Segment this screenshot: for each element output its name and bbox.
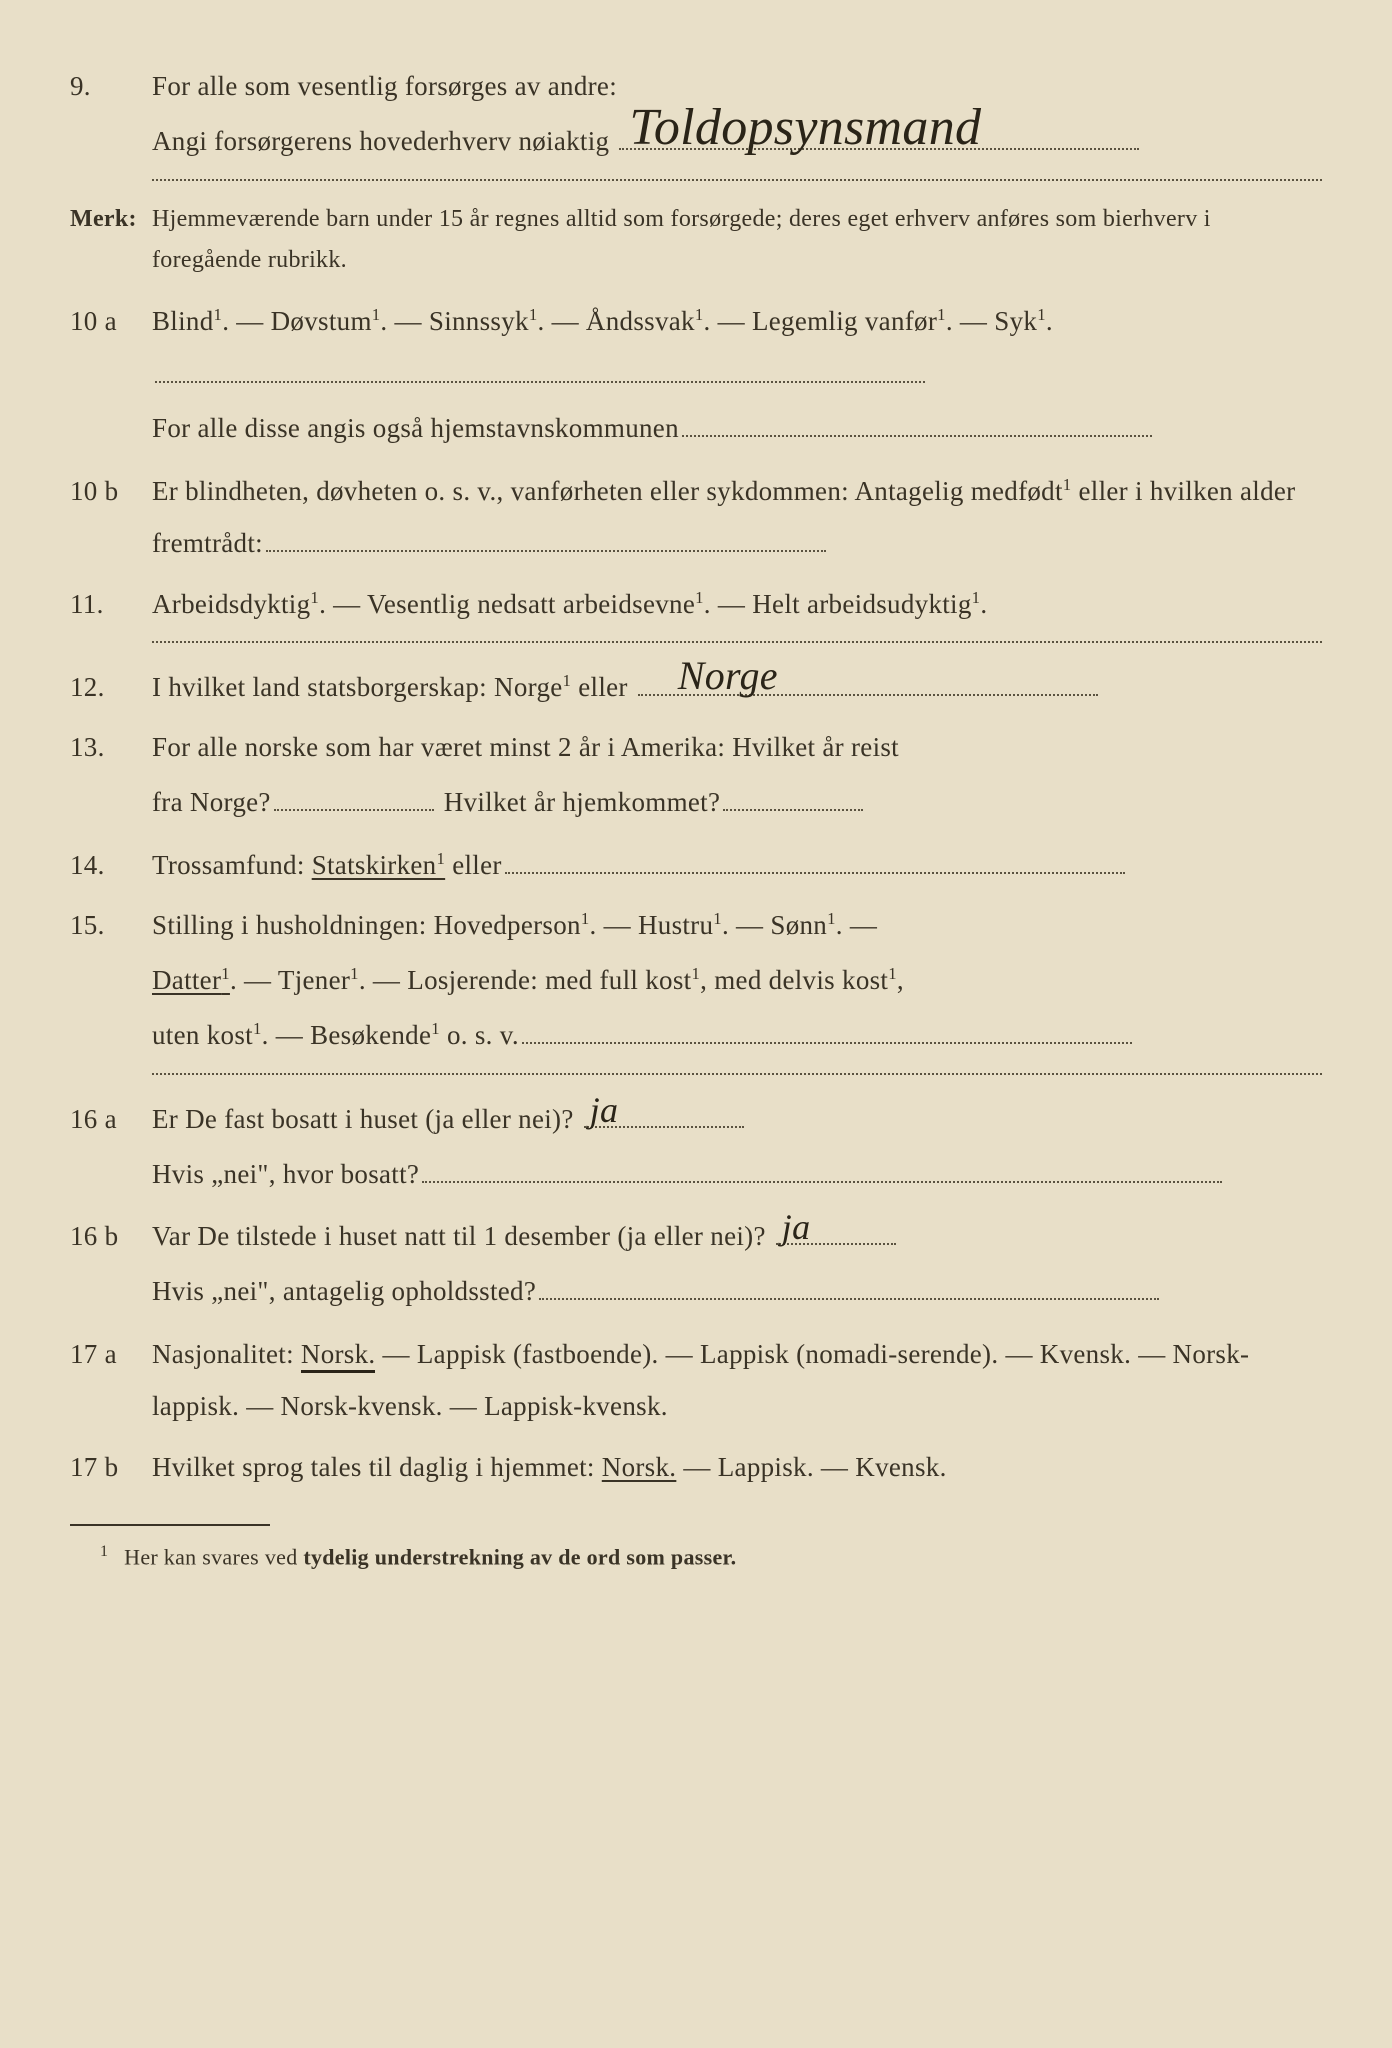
divider [152, 641, 1322, 643]
question-9: 9. For alle som vesentlig forsørges av a… [70, 60, 1322, 169]
q17b-content: Hvilket sprog tales til daglig i hjemmet… [152, 1441, 1322, 1494]
q15-line2: Datter1. — Tjener1. — Losjerende: med fu… [152, 954, 1322, 1007]
q16b-content: Var De tilstede i huset natt til 1 desem… [152, 1210, 1322, 1319]
question-11: 11. Arbeidsdyktig1. — Vesentlig nedsatt … [70, 578, 1322, 631]
footnote-bold: tydelig understrekning av de ord som pas… [303, 1544, 736, 1569]
question-12: 12. I hvilket land statsborgerskap: Norg… [70, 661, 1322, 714]
divider [152, 179, 1322, 181]
q12-answer-handwritten: Norge [678, 656, 778, 696]
q10b-content: Er blindheten, døvheten o. s. v., vanfør… [152, 465, 1322, 570]
q10a-blank2[interactable] [682, 410, 1152, 437]
q13-blank2[interactable] [723, 784, 863, 811]
q10a-content: Blind1. — Døvstum1. — Sinnssyk1. — Åndss… [152, 295, 1322, 457]
q16a-line2: Hvis „nei", hvor bosatt? [152, 1148, 1322, 1201]
q16a-line1: Er De fast bosatt i huset (ja eller nei)… [152, 1093, 1322, 1146]
q15-content: Stilling i husholdningen: Hovedperson1. … [152, 899, 1322, 1063]
footnote-number: 1 [100, 1543, 108, 1560]
q14-blank[interactable] [505, 847, 1125, 874]
q16a-blank1[interactable]: ja [584, 1101, 744, 1128]
q11-text: Arbeidsdyktig1. — Vesentlig nedsatt arbe… [152, 578, 1322, 631]
q16b-line2: Hvis „nei", antagelig opholdssted? [152, 1265, 1322, 1318]
question-16a: 16 a Er De fast bosatt i huset (ja eller… [70, 1093, 1322, 1202]
q15-blank[interactable] [522, 1017, 1132, 1044]
q14-number: 14. [70, 839, 152, 892]
q16a-answer-handwritten: ja [590, 1092, 619, 1128]
q16b-answer-handwritten: ja [782, 1209, 811, 1245]
q9-blank[interactable]: Toldopsynsmand [619, 123, 1139, 150]
q13-number: 13. [70, 721, 152, 830]
question-10b: 10 b Er blindheten, døvheten o. s. v., v… [70, 465, 1322, 570]
merk-note: Merk: Hjemmeværende barn under 15 år reg… [70, 199, 1322, 281]
q10a-line2: For alle disse angis også hjemstavnskomm… [152, 402, 1322, 455]
q9-line2: Angi forsørgerens hovederhverv nøiaktig … [152, 115, 1322, 168]
q13-line1: For alle norske som har været minst 2 år… [152, 721, 1322, 774]
q17a-number: 17 a [70, 1328, 152, 1433]
q10a-number: 10 a [70, 295, 152, 457]
question-13: 13. For alle norske som har været minst … [70, 721, 1322, 830]
q16b-line1: Var De tilstede i huset natt til 1 desem… [152, 1210, 1322, 1263]
q10b-blank[interactable] [266, 525, 826, 552]
question-15: 15. Stilling i husholdningen: Hovedperso… [70, 899, 1322, 1063]
question-14: 14. Trossamfund: Statskirken1 eller [70, 839, 1322, 892]
q9-label: Angi forsørgerens hovederhverv nøiaktig [152, 126, 609, 156]
question-16b: 16 b Var De tilstede i huset natt til 1 … [70, 1210, 1322, 1319]
q17a-content: Nasjonalitet: Norsk. — Lappisk (fastboen… [152, 1328, 1322, 1433]
question-17b: 17 b Hvilket sprog tales til daglig i hj… [70, 1441, 1322, 1494]
q15-datter-underlined: Datter1 [152, 965, 230, 995]
question-17a: 17 a Nasjonalitet: Norsk. — Lappisk (fas… [70, 1328, 1322, 1433]
q16a-blank2[interactable] [422, 1156, 1222, 1183]
q15-number: 15. [70, 899, 152, 1063]
census-form-page: 9. For alle som vesentlig forsørges av a… [70, 60, 1322, 1579]
q16a-number: 16 a [70, 1093, 152, 1202]
footnote: 1 Her kan svares ved tydelig understrekn… [100, 1536, 1322, 1579]
q16b-blank2[interactable] [539, 1273, 1159, 1300]
q10a-blank1[interactable] [155, 356, 925, 383]
q12-number: 12. [70, 661, 152, 714]
q10b-number: 10 b [70, 465, 152, 570]
footnote-text: Her kan svares ved [124, 1544, 303, 1569]
q16b-number: 16 b [70, 1210, 152, 1319]
footnote-rule [70, 1524, 270, 1526]
q11-number: 11. [70, 578, 152, 631]
q12-text: I hvilket land statsborgerskap: Norge1 e… [152, 672, 628, 702]
q13-blank1[interactable] [274, 784, 434, 811]
q17a-norsk-underlined: Norsk. [301, 1339, 376, 1373]
q14-underlined: Statskirken1 [312, 850, 445, 880]
q14-content: Trossamfund: Statskirken1 eller [152, 839, 1322, 892]
q9-number: 9. [70, 60, 152, 169]
merk-text: Hjemmeværende barn under 15 år regnes al… [152, 199, 1322, 281]
divider [152, 1073, 1322, 1075]
merk-label: Merk: [70, 199, 152, 281]
q17b-number: 17 b [70, 1441, 152, 1494]
q13-line2: fra Norge? Hvilket år hjemkommet? [152, 776, 1322, 829]
q12-content: I hvilket land statsborgerskap: Norge1 e… [152, 661, 1322, 714]
q12-blank[interactable]: Norge [638, 669, 1098, 696]
q15-line3: uten kost1. — Besøkende1 o. s. v. [152, 1009, 1322, 1062]
q9-answer-handwritten: Toldopsynsmand [629, 102, 981, 154]
q13-content: For alle norske som har været minst 2 år… [152, 721, 1322, 830]
question-10a: 10 a Blind1. — Døvstum1. — Sinnssyk1. — … [70, 295, 1322, 457]
q10a-options: Blind1. — Døvstum1. — Sinnssyk1. — Åndss… [152, 295, 1322, 400]
q9-content: For alle som vesentlig forsørges av andr… [152, 60, 1322, 169]
q17b-norsk-underlined: Norsk. [602, 1452, 677, 1482]
q15-line1: Stilling i husholdningen: Hovedperson1. … [152, 899, 1322, 952]
q16a-content: Er De fast bosatt i huset (ja eller nei)… [152, 1093, 1322, 1202]
q16b-blank1[interactable]: ja [776, 1218, 896, 1245]
